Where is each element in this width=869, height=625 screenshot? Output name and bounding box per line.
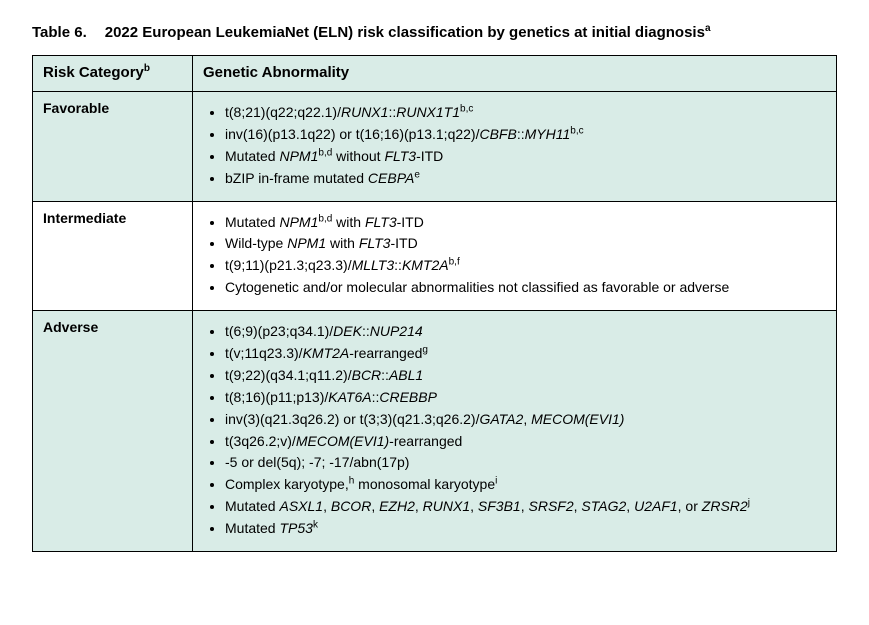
abnormality-list: t(6;9)(p23;q34.1)/DEK::NUP214t(v;11q23.3…	[203, 322, 826, 538]
table-number: Table 6.	[32, 24, 105, 41]
risk-category-cell: Adverse	[33, 311, 193, 552]
abnormality-item: Mutated NPM1b,d without FLT3-ITD	[225, 147, 826, 166]
abnormality-item: inv(3)(q21.3q26.2) or t(3;3)(q21.3;q26.2…	[225, 410, 826, 429]
abnormality-item: inv(16)(p13.1q22) or t(16;16)(p13.1;q22)…	[225, 125, 826, 144]
abnormality-item: t(8;21)(q22;q22.1)/RUNX1::RUNX1T1b,c	[225, 103, 826, 122]
abnormality-item: bZIP in-frame mutated CEBPAe	[225, 169, 826, 188]
abnormality-item: -5 or del(5q); -7; -17/abn(17p)	[225, 453, 826, 472]
abnormality-item: t(9;22)(q34.1;q11.2)/BCR::ABL1	[225, 366, 826, 385]
genetic-abnormality-cell: Mutated NPM1b,d with FLT3-ITD Wild-type N…	[193, 201, 837, 311]
abnormality-item: Wild-type NPM1 with FLT3-ITD	[225, 234, 826, 253]
header-genetic-abnormality: Genetic Abnormality	[193, 56, 837, 92]
genetic-abnormality-cell: t(6;9)(p23;q34.1)/DEK::NUP214t(v;11q23.3…	[193, 311, 837, 552]
table-row: Adverset(6;9)(p23;q34.1)/DEK::NUP214t(v;…	[33, 311, 837, 552]
header-risk-category: Risk Categoryb	[33, 56, 193, 92]
abnormality-item: Mutated ASXL1, BCOR, EZH2, RUNX1, SF3B1,…	[225, 497, 826, 516]
abnormality-item: Mutated NPM1b,d with FLT3-ITD	[225, 213, 826, 232]
risk-category-cell: Intermediate	[33, 201, 193, 311]
genetic-abnormality-cell: t(8;21)(q22;q22.1)/RUNX1::RUNX1T1b,cinv(…	[193, 92, 837, 202]
abnormality-item: t(6;9)(p23;q34.1)/DEK::NUP214	[225, 322, 826, 341]
table-title: 2022 European LeukemiaNet (ELN) risk cla…	[105, 24, 837, 41]
abnormality-item: Complex karyotype,h monosomal karyotypei	[225, 475, 826, 494]
table-body: Favorablet(8;21)(q22;q22.1)/RUNX1::RUNX1…	[33, 92, 837, 552]
risk-category-cell: Favorable	[33, 92, 193, 202]
abnormality-list: Mutated NPM1b,d with FLT3-ITD Wild-type N…	[203, 213, 826, 298]
eln-risk-table: Risk Categoryb Genetic Abnormality Favor…	[32, 55, 837, 552]
abnormality-list: t(8;21)(q22;q22.1)/RUNX1::RUNX1T1b,cinv(…	[203, 103, 826, 188]
table-caption: Table 6. 2022 European LeukemiaNet (ELN)…	[32, 24, 837, 41]
abnormality-item: t(8;16)(p11;p13)/KAT6A::CREBBP	[225, 388, 826, 407]
abnormality-item: t(9;11)(p21.3;q23.3)/MLLT3::KMT2Ab,f	[225, 256, 826, 275]
abnormality-item: Mutated TP53k	[225, 519, 826, 538]
table-row: Favorablet(8;21)(q22;q22.1)/RUNX1::RUNX1…	[33, 92, 837, 202]
abnormality-item: Cytogenetic and/or molecular abnormaliti…	[225, 278, 826, 297]
abnormality-item: t(3q26.2;v)/MECOM(EVI1)-rearranged	[225, 432, 826, 451]
table-row: IntermediateMutated NPM1b,d with FLT3-IT…	[33, 201, 837, 311]
table-header-row: Risk Categoryb Genetic Abnormality	[33, 56, 837, 92]
abnormality-item: t(v;11q23.3)/KMT2A-rearrangedg	[225, 344, 826, 363]
